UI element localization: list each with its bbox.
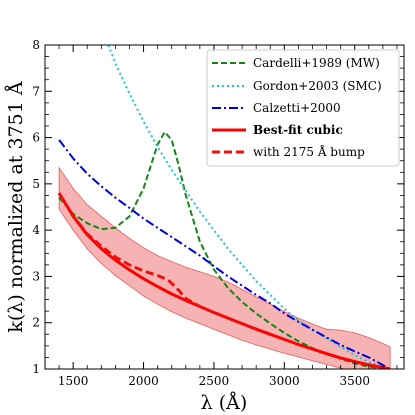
y-axis-label: k(λ) normalized at 3751 Å [5, 81, 27, 333]
x-tick-label: 3000 [269, 374, 300, 388]
series-calzetti-line [58, 139, 391, 369]
y-tick-label: 7 [32, 84, 40, 98]
legend-label-best-fit: Best-fit cubic [253, 123, 343, 137]
series-layer [57, 45, 391, 369]
x-axis-label: λ (Å) [201, 392, 248, 414]
y-tick-label: 8 [32, 38, 40, 52]
legend-label-bump: with 2175 Å bump [253, 144, 365, 159]
y-tick-label: 4 [32, 223, 40, 237]
legend-label-cardelli: Cardelli+1989 (MW) [253, 56, 380, 70]
x-tick-label: 2000 [128, 374, 159, 388]
series-bump-line [57, 192, 257, 331]
legend-label-gordon: Gordon+2003 (SMC) [253, 79, 382, 93]
legend-frame [206, 49, 400, 167]
legend-label-calzetti: Calzetti+2000 [253, 101, 341, 115]
y-tick-label: 6 [32, 131, 40, 145]
x-tick-label: 2500 [199, 374, 230, 388]
y-tick-label: 3 [32, 269, 40, 283]
x-tick-label: 1500 [58, 374, 89, 388]
x-tick-label: 3500 [339, 374, 370, 388]
series-cardelli-line [58, 131, 391, 369]
y-tick-label: 5 [32, 177, 40, 191]
tick-layer: 1500 2000 2500 3000 3500 1 2 3 4 5 6 7 8 [32, 38, 404, 388]
y-tick-label: 1 [32, 362, 40, 376]
y-tick-label: 2 [32, 316, 40, 330]
legend: Cardelli+1989 (MW) Gordon+2003 (SMC) Cal… [206, 49, 400, 167]
